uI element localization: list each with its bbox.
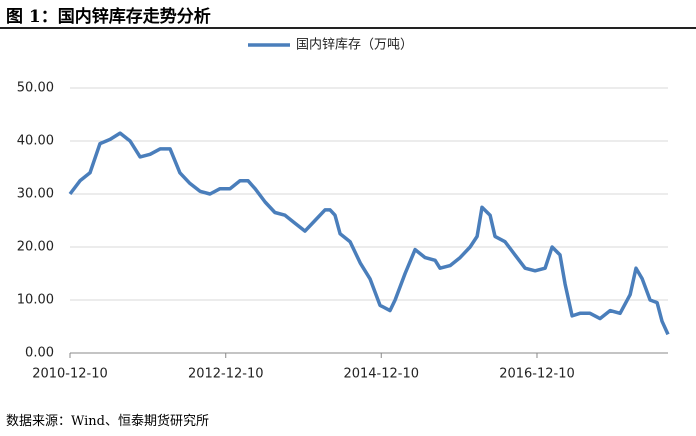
y-tick-label: 20.00 (17, 240, 54, 255)
x-tick-label: 2016-12-10 (499, 367, 575, 382)
y-tick-label: 40.00 (17, 134, 54, 149)
x-tick-label: 2014-12-10 (343, 367, 419, 382)
y-tick-label: 10.00 (17, 293, 54, 308)
x-tick-label: 2010-12-10 (32, 367, 108, 382)
legend-label: 国内锌库存（万吨） (296, 37, 413, 53)
source: 数据来源：Wind、恒泰期货研究所 (6, 414, 209, 429)
y-tick-label: 50.00 (17, 81, 54, 96)
data-line (68, 131, 670, 336)
y-tick-label: 30.00 (17, 187, 54, 202)
title-rule (0, 27, 696, 29)
y-tick-label: 0.00 (25, 346, 54, 361)
title: 图 1：国内锌库存走势分析 (6, 7, 211, 27)
x-tick-label: 2012-12-10 (188, 367, 264, 382)
chart: 0.00 10.00 20.00 30.00 40.00 50.00 2010-12-10 2… (17, 37, 670, 382)
